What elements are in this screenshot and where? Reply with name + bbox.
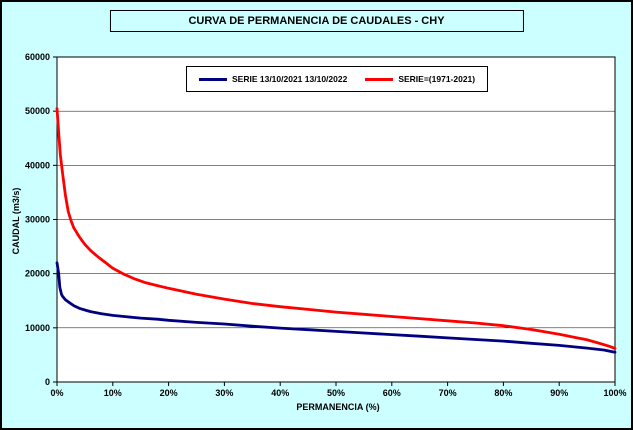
x-tick-label: 100% [603, 388, 626, 398]
legend-item-serie-1971-2021: SERIE=(1971-2021) [365, 74, 475, 84]
x-tick-label: 90% [550, 388, 568, 398]
legend-label-serie-2021-2022: SERIE 13/10/2021 13/10/2022 [232, 74, 348, 84]
legend-line-red [365, 77, 394, 81]
series-line-blue [55, 261, 617, 354]
series-line-red [55, 107, 617, 350]
x-tick-label: 50% [327, 388, 345, 398]
legend-line-blue [199, 77, 227, 81]
y-tick-label: 10000 [25, 323, 50, 333]
x-tick-label: 0% [50, 388, 63, 398]
x-axis-title: PERMANENCIA (%) [296, 402, 380, 412]
y-tick-label: 60000 [25, 52, 50, 62]
x-tick-label: 30% [215, 388, 233, 398]
y-axis-title: CAUDAL (m3/s) [11, 187, 21, 255]
y-tick-label: 20000 [25, 269, 50, 279]
legend-item-serie-2021-2022: SERIE 13/10/2021 13/10/2022 [199, 74, 347, 84]
x-tick-label: 10% [104, 388, 122, 398]
y-tick-label: 50000 [25, 106, 50, 116]
y-tick-label: 40000 [25, 160, 50, 170]
y-tick-label: 0 [45, 377, 50, 387]
chart-title: CURVA DE PERMANENCIA DE CAUDALES - CHY [109, 10, 524, 32]
x-tick-label: 60% [383, 388, 401, 398]
legend: SERIE 13/10/2021 13/10/2022 SERIE=(1971-… [186, 66, 489, 92]
y-tick-label: 30000 [25, 215, 50, 225]
x-tick-label: 80% [494, 388, 512, 398]
x-tick-label: 40% [271, 388, 289, 398]
x-tick-label: 20% [160, 388, 178, 398]
legend-label-serie-1971-2021: SERIE=(1971-2021) [398, 74, 476, 84]
x-tick-label: 70% [439, 388, 457, 398]
